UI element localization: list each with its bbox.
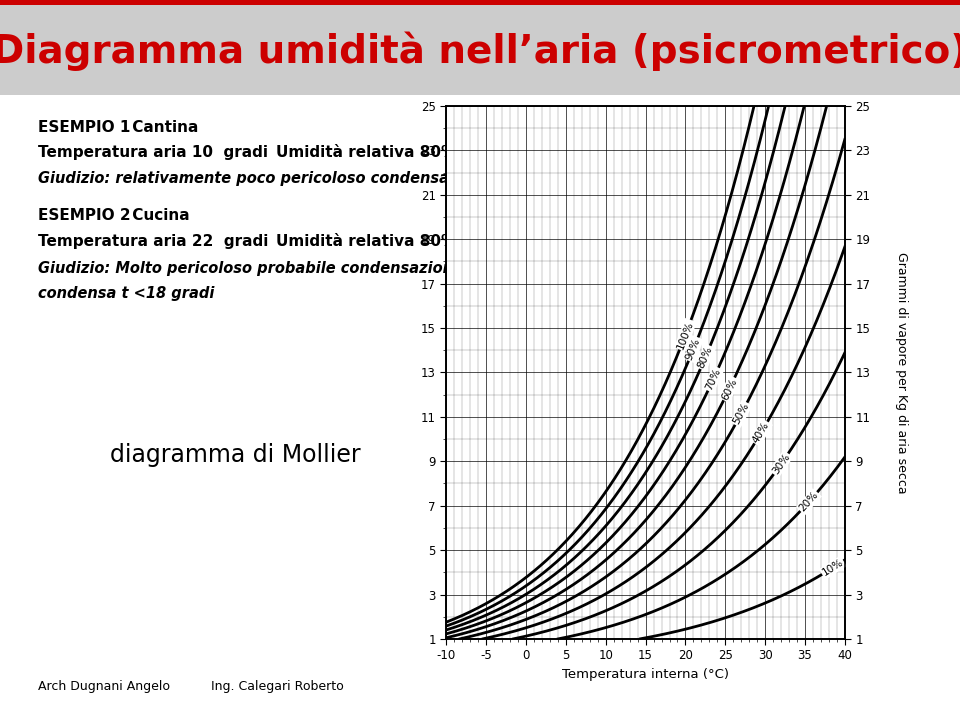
Text: 70%: 70% bbox=[704, 366, 723, 392]
Text: Giudizio: Molto pericoloso probabile condensazione: Giudizio: Molto pericoloso probabile con… bbox=[38, 261, 464, 275]
Text: Umidità relativa 80%: Umidità relativa 80% bbox=[276, 234, 457, 249]
Text: ESEMPIO 2: ESEMPIO 2 bbox=[38, 208, 131, 223]
Text: Temperatura aria 22  gradi: Temperatura aria 22 gradi bbox=[38, 234, 274, 249]
Text: Temperatura aria 10  gradi: Temperatura aria 10 gradi bbox=[38, 145, 274, 160]
Text: Cucina: Cucina bbox=[127, 208, 189, 223]
Text: Giudizio: relativamente poco pericoloso condensa t <7 gradi: Giudizio: relativamente poco pericoloso … bbox=[38, 171, 538, 186]
Text: Arch Dugnani Angelo: Arch Dugnani Angelo bbox=[38, 681, 171, 693]
Bar bbox=[0, 0, 960, 5]
Text: Umidità relativa 80%: Umidità relativa 80% bbox=[276, 145, 457, 160]
Y-axis label: Grammi di vapore per Kg di aria secca: Grammi di vapore per Kg di aria secca bbox=[896, 251, 908, 493]
Text: Ing. Calegari Roberto: Ing. Calegari Roberto bbox=[211, 681, 344, 693]
Text: 10%: 10% bbox=[821, 557, 845, 578]
Text: 80%: 80% bbox=[696, 345, 714, 370]
Text: 60%: 60% bbox=[720, 376, 739, 402]
Text: 100%: 100% bbox=[676, 319, 695, 350]
Text: Cantina: Cantina bbox=[127, 120, 198, 135]
Text: Diagramma umidità nell’aria (psicrometrico): Diagramma umidità nell’aria (psicrometri… bbox=[0, 31, 960, 71]
X-axis label: Temperatura interna (°C): Temperatura interna (°C) bbox=[563, 668, 729, 681]
Text: diagramma di Mollier: diagramma di Mollier bbox=[109, 443, 361, 467]
Text: 90%: 90% bbox=[684, 337, 703, 361]
Text: ESEMPIO 1: ESEMPIO 1 bbox=[38, 120, 131, 135]
Text: 20%: 20% bbox=[798, 490, 821, 514]
Text: 50%: 50% bbox=[732, 401, 751, 426]
Text: condensa t <18 gradi: condensa t <18 gradi bbox=[38, 286, 215, 301]
Text: 30%: 30% bbox=[770, 452, 792, 477]
Text: 40%: 40% bbox=[751, 420, 771, 445]
Bar bbox=[0, 0, 960, 95]
